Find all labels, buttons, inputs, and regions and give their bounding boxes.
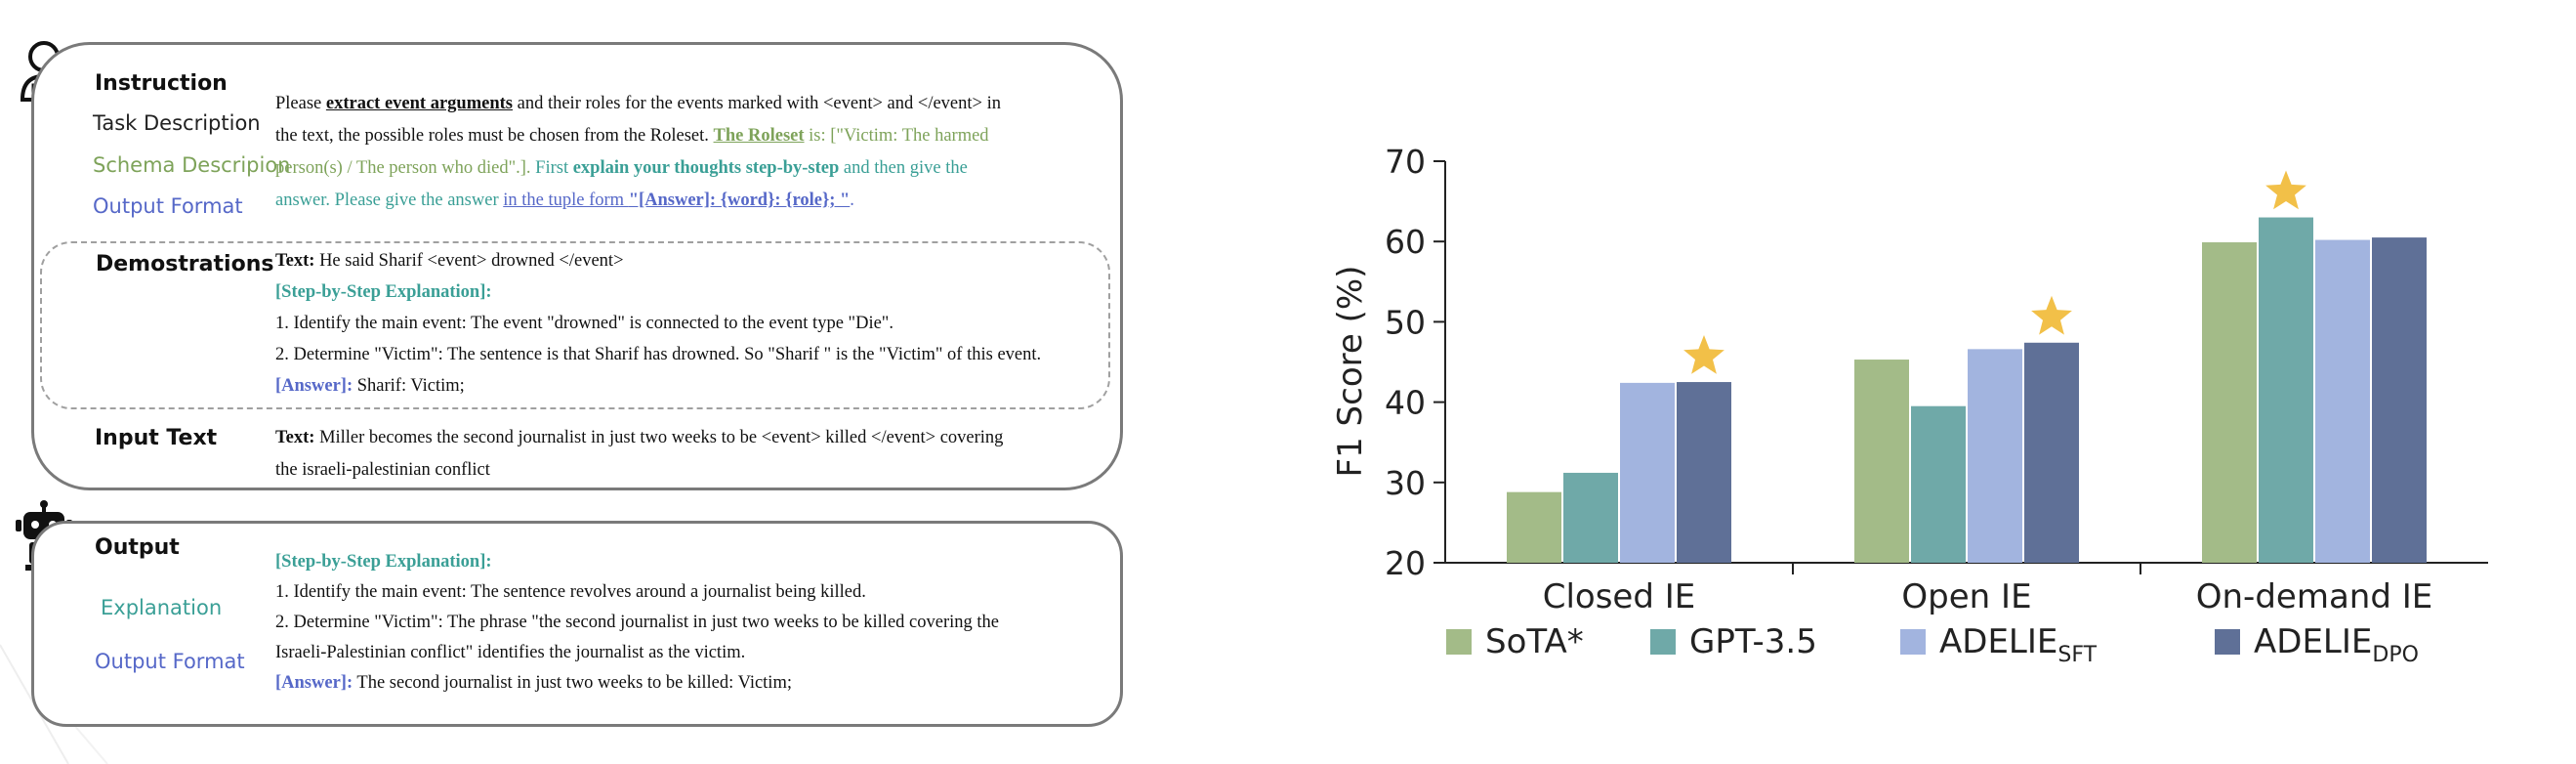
legend-swatch xyxy=(1650,629,1676,655)
bar-2-2 xyxy=(2315,239,2370,563)
x-tick-label: On-demand IE xyxy=(2196,577,2432,616)
f1-score-bar-chart: 20 30 40 50 60 70 Closed IE Open IE On-demand IE… xyxy=(1331,143,2488,667)
task-description-label: Task Description xyxy=(93,111,261,135)
legend-label: ADELIEDPO xyxy=(2254,622,2419,667)
legend-label: ADELIESFT xyxy=(1939,622,2098,667)
star-icon xyxy=(2265,170,2306,210)
bar-2-3 xyxy=(2372,237,2427,563)
legend-swatch xyxy=(2215,629,2240,655)
demonstrations-text: Text: He said Sharif <event> drowned </e… xyxy=(275,251,1042,396)
legend-label: SoTA* xyxy=(1485,622,1584,661)
demonstrations-box xyxy=(40,241,1110,409)
bar-2-0 xyxy=(2202,242,2257,563)
y-tick-label: 50 xyxy=(1385,303,1426,341)
output-text: [Step-by-Step Explanation]: 1. Identify … xyxy=(275,552,999,693)
bar-1-0 xyxy=(1854,360,1909,563)
chart-legend: SoTA* GPT-3.5 ADELIESFT ADELIEDPO xyxy=(1446,622,2419,667)
input-text-content: Text: Miller becomes the second journali… xyxy=(275,428,1004,480)
x-tick-label: Open IE xyxy=(1901,577,2031,616)
schema-description-label: Schema Descripion xyxy=(93,153,291,177)
bar-0-1 xyxy=(1563,472,1618,563)
keyword-roleset: The Roleset xyxy=(713,126,805,146)
star-icon xyxy=(2031,295,2072,335)
keyword-explain: explain your thoughts step-by-step xyxy=(572,158,840,178)
legend-swatch xyxy=(1900,629,1926,655)
bar-2-1 xyxy=(2259,217,2313,564)
keyword-answer-format: "[Answer]: {word}: {role}; " xyxy=(628,191,851,210)
y-tick-label: 20 xyxy=(1385,544,1426,582)
y-tick-label: 40 xyxy=(1385,384,1426,422)
chart-bars xyxy=(1507,217,2427,564)
legend-label: GPT-3.5 xyxy=(1689,622,1817,661)
bar-1-2 xyxy=(1968,349,2022,563)
demonstrations-title: Demostrations xyxy=(96,252,274,276)
bar-0-2 xyxy=(1620,382,1675,563)
y-tick-label: 70 xyxy=(1385,143,1426,181)
instruction-text: Please extract event arguments and their… xyxy=(275,94,1001,210)
input-text-title: Input Text xyxy=(95,426,218,450)
x-tick-label: Closed IE xyxy=(1543,577,1696,616)
bar-1-1 xyxy=(1911,405,1966,563)
y-tick-label: 30 xyxy=(1385,464,1426,502)
output-title: Output xyxy=(95,535,180,560)
explanation-label: Explanation xyxy=(101,596,223,619)
bar-0-3 xyxy=(1677,382,1731,563)
instruction-title: Instruction xyxy=(95,71,228,96)
bar-1-3 xyxy=(2024,342,2079,563)
star-icon xyxy=(1683,335,1724,374)
output-box xyxy=(31,521,1123,727)
output-format-label-2: Output Format xyxy=(95,650,245,673)
chart-stars xyxy=(1683,170,2306,374)
chart-ticks: 20 30 40 50 60 70 Closed IE Open IE On-demand IE xyxy=(1385,143,2432,616)
instruction-box xyxy=(31,42,1123,490)
y-tick-label: 60 xyxy=(1385,223,1426,261)
bar-0-0 xyxy=(1507,491,1561,563)
keyword-extract: extract event arguments xyxy=(325,94,513,113)
output-format-label: Output Format xyxy=(93,194,243,218)
legend-swatch xyxy=(1446,629,1472,655)
chart-axes xyxy=(1444,161,2488,564)
y-axis-label: F1 Score (%) xyxy=(1331,266,1370,478)
